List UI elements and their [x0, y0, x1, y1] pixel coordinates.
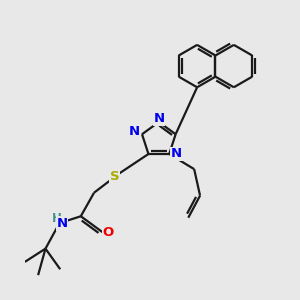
Text: N: N [129, 125, 140, 138]
Text: S: S [110, 170, 119, 183]
Text: O: O [103, 226, 114, 239]
Text: N: N [171, 148, 182, 160]
Text: N: N [57, 217, 68, 230]
Text: N: N [153, 112, 164, 125]
Text: H: H [52, 212, 62, 225]
